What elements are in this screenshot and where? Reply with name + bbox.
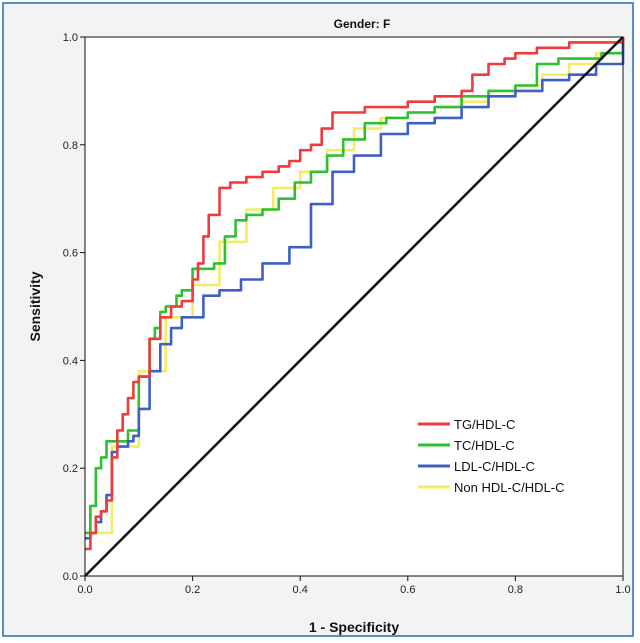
series-line-ldl-c-hdl-c — [85, 37, 625, 540]
y-tick-label: 1.0 — [63, 32, 78, 44]
reference-diagonal — [84, 36, 624, 577]
x-tick-label: 0.8 — [508, 584, 523, 596]
y-tick-label: 0.8 — [63, 140, 78, 152]
legend-label: LDL-C/HDL-C — [454, 459, 535, 474]
legend-label: TC/HDL-C — [454, 438, 515, 453]
x-tick-label: 0.2 — [185, 584, 200, 596]
y-tick-label: 0.0 — [63, 571, 78, 583]
plot-border — [84, 36, 624, 577]
x-tick-label: 0.6 — [400, 584, 415, 596]
y-tick-label: 0.2 — [63, 463, 78, 475]
x-tick-label: 1.0 — [615, 584, 630, 596]
legend-label: Non HDL-C/HDL-C — [454, 480, 565, 495]
series-line-tg-hdl-c — [85, 37, 625, 551]
legend: TG/HDL-C TC/HDL-C LDL-C/HDL-C Non HDL-C/HDL… — [418, 417, 565, 495]
chart-title: Gender: F — [334, 17, 391, 31]
x-tick-label: 0.0 — [77, 584, 92, 596]
x-axis-label: 1 - Specificity — [309, 619, 399, 635]
legend-label: TG/HDL-C — [454, 417, 515, 432]
y-axis-label: Sensitivity — [27, 271, 43, 341]
y-tick-label: 0.4 — [63, 355, 78, 367]
x-tick-label: 0.4 — [293, 584, 308, 596]
y-tick-label: 0.6 — [63, 248, 78, 260]
